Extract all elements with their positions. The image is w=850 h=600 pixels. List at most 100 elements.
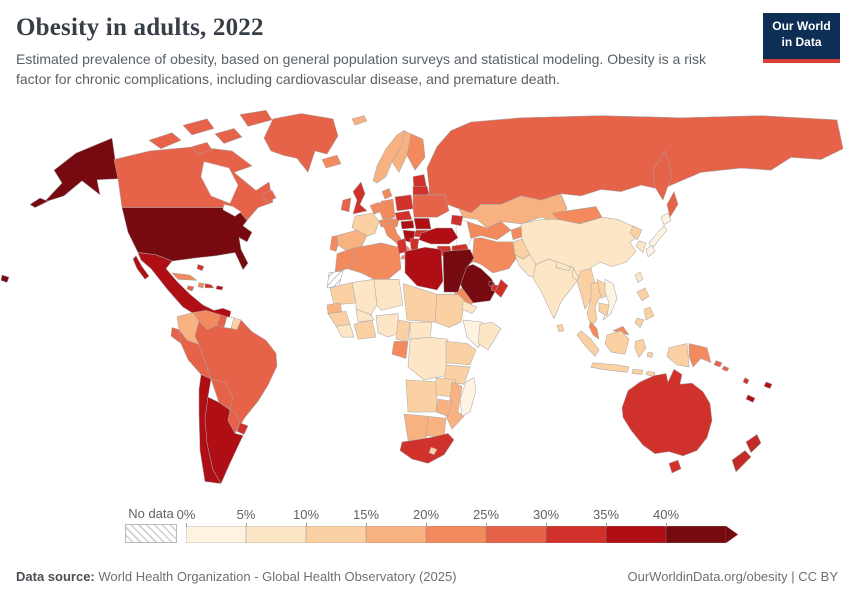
region-indonesia-sulawesi[interactable]: Indonesia: 10–15% [634,338,647,358]
region-canada-newfoundland[interactable]: Canada: 25–30% [261,190,277,203]
region-mongolia[interactable]: Mongolia: 20–25% [551,206,603,224]
region-russia-sakhalin[interactable]: Russia: 25–30% [666,191,679,218]
no-data-swatch[interactable] [125,524,177,543]
region-portugal[interactable]: Portugal: 20–25% [329,235,339,252]
region-papua-new-guinea[interactable]: Papua New Guinea: 20–25% [688,343,712,368]
region-russia-kamchatka[interactable]: Russia: 25–30% [652,150,673,201]
region-cambodia[interactable]: Cambodia: 10–15% [598,302,610,316]
region-finland[interactable]: Finland: 20–25% [406,133,426,171]
region-guinea[interactable]: Guinea: 10–15% [327,311,351,327]
region-sri-lanka[interactable]: Sri Lanka: 10–15% [556,323,565,333]
region-hungary[interactable]: Hungary: 35–40% [400,220,415,230]
region-caucasus[interactable]: Georgia & Azerbaijan: 30–35% [450,214,464,227]
legend-bin[interactable] [426,526,486,543]
region-iran[interactable]: Iran: 20–25% [471,237,519,274]
region-niger[interactable]: Niger: 5–10% [373,279,404,311]
region-uruguay[interactable]: Uruguay: 30–35% [236,422,249,435]
legend-bin[interactable] [306,526,366,543]
region-solomon-islands-1[interactable]: Solomon Islands: 25–30% [713,360,723,368]
region-algeria[interactable]: Algeria: 20–25% [346,242,402,284]
region-central-african-republic[interactable]: Central African Republic: 5–10% [409,321,433,340]
region-greenland[interactable]: Greenland: 25–30% [263,113,339,173]
region-poland[interactable]: Poland: 30–35% [394,194,414,212]
region-cote-divoire-ghana[interactable]: Côte d'Ivoire & Ghana: 10–15% [353,319,377,340]
region-eritrea[interactable]: Eritrea: 5–10% [461,300,478,314]
region-oman[interactable]: Oman: 30–35% [494,279,509,298]
region-fiji[interactable]: Fiji: 35–40% [763,381,773,389]
region-mexico[interactable]: Mexico: 35–40% [137,252,232,321]
region-india[interactable]: India: 5–10% [532,258,580,320]
region-canada-arctic-4[interactable]: Canada: 25–30% [239,110,273,127]
region-usa-hawaii[interactable]: United States: 40%+ [0,274,10,283]
region-bahamas[interactable]: Bahamas: 30–35% [196,264,205,272]
region-lesotho[interactable]: Lesotho: 10–15% [428,447,438,456]
legend-bin[interactable] [546,526,606,543]
region-indonesia-west-papua[interactable]: Indonesia: 10–15% [666,343,690,368]
region-bolivia[interactable]: Bolivia: 25–30% [210,378,234,411]
region-sudan[interactable]: Sudan: 10–15% [434,294,466,328]
license-link[interactable]: OurWorldinData.org/obesity | CC BY [627,569,839,584]
region-romania[interactable]: Romania: 35–40% [413,218,432,230]
legend-bin[interactable] [246,526,306,543]
region-mexico-baja[interactable]: Mexico: 35–40% [132,255,150,280]
region-indonesia-java[interactable]: Indonesia: 10–15% [590,362,630,373]
region-haiti[interactable]: Haiti: 20–25% [197,282,205,289]
region-australia-tasmania[interactable]: Australia: 30–35% [668,459,682,474]
region-indonesia-lesser-sunda-1[interactable]: Indonesia: 10–15% [631,368,644,375]
region-canada-arctic-5[interactable]: Canada: 25–30% [191,142,213,155]
region-indonesia-maluku[interactable]: Indonesia: 10–15% [646,351,654,358]
region-indonesia-sumatra[interactable]: Indonesia: 10–15% [576,330,600,357]
legend-bin[interactable] [186,526,246,543]
region-south-korea[interactable]: South Korea: 5–10% [635,240,647,253]
region-drc[interactable]: Democratic Republic of Congo: 5–10% [407,336,449,381]
region-canada-arctic-2[interactable]: Canada: 25–30% [182,118,215,136]
region-sierra-leone-liberia[interactable]: Sierra Leone & Liberia: 5–10% [335,323,355,338]
region-indonesia-borneo[interactable]: Indonesia: 10–15% [604,330,630,355]
region-philippines-mindanao[interactable]: Philippines: 10–15% [634,317,645,328]
region-canada-arctic-1[interactable]: Canada: 25–30% [148,132,182,150]
region-turkey[interactable]: Turkey: 35–40% [418,227,459,245]
region-philippines-visayas[interactable]: Philippines: 10–15% [643,306,655,321]
legend-bin[interactable] [366,526,426,543]
region-ukraine[interactable]: Ukraine: 25–30% [412,194,450,218]
region-egypt[interactable]: Egypt: 40%+ [442,249,475,293]
region-malaysia-peninsula[interactable]: Malaysia: 20–25% [588,321,600,340]
region-nigeria[interactable]: Nigeria: 5–10% [375,313,401,338]
region-south-africa[interactable]: South Africa: 30–35% [399,433,455,464]
region-uzbekistan-turkmenistan[interactable]: Uzbekistan & Turkmenistan: 20–25% [466,221,512,241]
region-canada-arctic-3[interactable]: Canada: 25–30% [214,128,243,144]
region-gabon[interactable]: Gabon & Congo: 20–25% [391,341,409,359]
region-dominican-republic[interactable]: Dominican Republic: 30–35% [204,283,215,289]
region-japan-kyushu[interactable]: Japan: 0–5% [645,244,656,258]
region-usa-aleutians[interactable]: United States: 40%+ [29,197,49,208]
legend-bin[interactable] [606,526,666,543]
region-new-caledonia[interactable]: New Caledonia: 35–40% [745,394,756,403]
region-mali[interactable]: Mali: 5–10% [351,279,378,315]
region-kenya-uganda[interactable]: Kenya & Uganda: 10–15% [445,341,477,366]
region-argentina[interactable]: Argentina: 35–40% [204,396,244,484]
region-australia[interactable]: Australia: 30–35% [621,368,713,457]
region-czechia-slovakia[interactable]: Czechia & Slovakia: 30–35% [394,210,413,221]
region-japan-hokkaido[interactable]: Japan: 0–5% [660,212,672,226]
region-new-zealand-south[interactable]: New Zealand: 30–35% [731,450,752,473]
region-norway-svalbard[interactable]: Norway: 15–20% [351,115,368,126]
region-burkina-faso[interactable]: Burkina Faso: 5–10% [355,309,375,323]
region-usa-alaska[interactable]: United States: 40%+ [43,137,119,203]
region-germany[interactable]: Germany: 20–25% [378,198,396,220]
region-solomon-islands-2[interactable]: Solomon Islands: 25–30% [721,365,730,372]
region-cuba[interactable]: Cuba: 20–25% [171,272,198,281]
region-madagascar[interactable]: Madagascar: 0–5% [459,377,477,417]
region-jamaica[interactable]: Jamaica: 25–30% [186,285,195,292]
region-taiwan[interactable]: Taiwan: 5–10% [634,271,644,283]
region-russia[interactable]: Russia: 25–30% [426,115,844,214]
region-new-zealand-north[interactable]: New Zealand: 30–35% [745,434,762,453]
region-philippines-luzon[interactable]: Philippines: 10–15% [636,287,650,301]
region-cameroon[interactable]: Cameroon: 10–15% [395,319,411,342]
region-denmark[interactable]: Denmark: 20–25% [381,188,393,200]
region-chad[interactable]: Chad: 10–15% [402,283,438,323]
region-uk[interactable]: United Kingdom: 30–35% [352,181,368,215]
region-puerto-rico[interactable]: Puerto Rico: 35–40% [215,285,224,291]
region-vietnam[interactable]: Vietnam: 0–5% [602,279,618,321]
region-north-korea[interactable]: North Korea: 10–15% [629,225,643,241]
owid-logo[interactable]: Our World in Data [763,13,840,63]
